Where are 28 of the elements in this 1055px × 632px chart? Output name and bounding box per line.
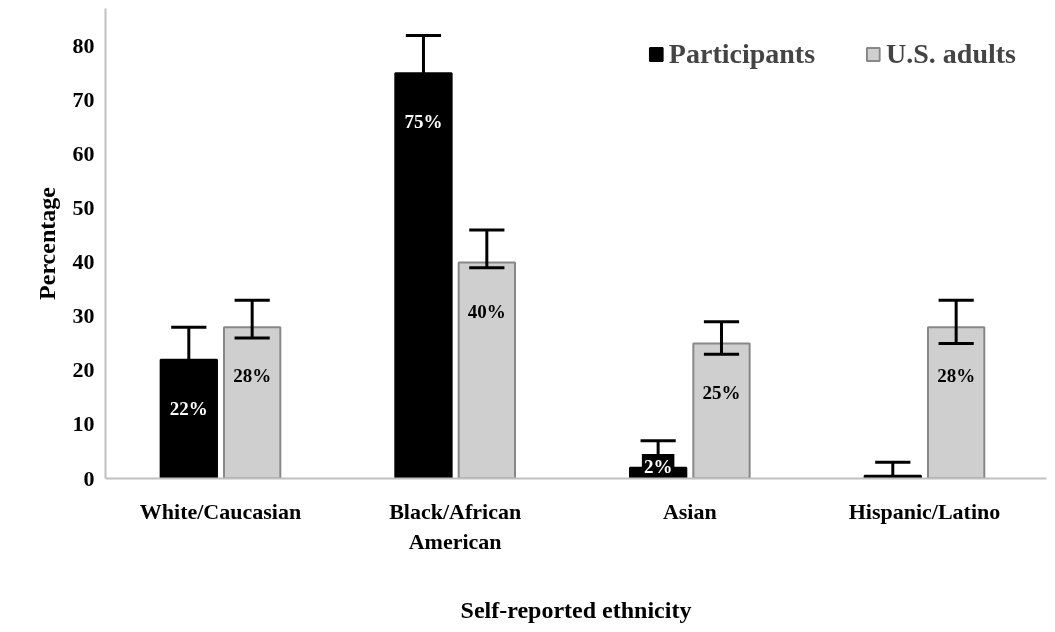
y-tick-label: 50 [72,195,95,221]
data-label: 28% [233,365,272,387]
y-tick-label: 30 [72,303,95,329]
y-tick-label: 40 [72,249,95,275]
data-label: 22% [169,397,208,419]
y-tick-label: 10 [72,411,95,437]
y-tick-label: 70 [72,87,95,113]
bar [692,342,751,479]
x-axis-title: Self-reported ethnicity [460,596,692,623]
y-tick-label: 20 [72,357,95,383]
bar [926,326,986,479]
y-tick-label: 80 [72,33,95,59]
data-label: 2% [643,456,673,478]
bar [223,326,282,479]
x-tick-label: White/Caucasian [139,498,302,524]
legend-label: U.S. adults [886,38,1016,70]
x-tick-label: Asian [662,498,717,524]
legend-label: Participants [668,38,816,70]
bar [457,261,516,479]
x-tick-label: Hispanic/Latino [848,498,1001,524]
y-tick-label: 60 [72,141,95,167]
x-tick-label: Black/African American [389,498,522,554]
y-axis-title: Percentage [33,186,60,300]
data-label: 28% [937,365,976,387]
data-label: 75% [404,111,443,133]
data-label: 40% [467,300,506,322]
y-tick-label: 0 [83,465,95,491]
data-label: 25% [702,381,741,403]
